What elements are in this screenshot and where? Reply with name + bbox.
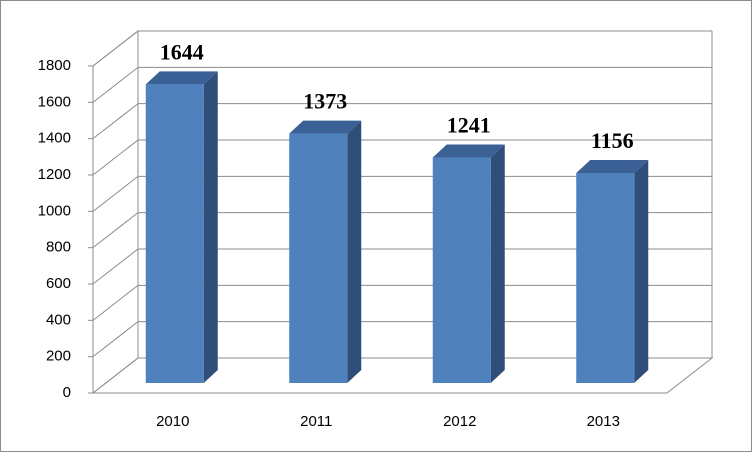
bar-side bbox=[203, 71, 218, 383]
y-tick-label: 400 bbox=[46, 311, 71, 328]
y-tick-label: 0 bbox=[63, 384, 71, 401]
value-label: 1156 bbox=[591, 128, 634, 153]
y-tick-label: 1200 bbox=[38, 166, 71, 183]
grid-line bbox=[92, 321, 712, 358]
bar-top bbox=[576, 159, 649, 173]
y-tick-label: 200 bbox=[46, 348, 71, 365]
bar-side bbox=[347, 120, 362, 384]
grid-line bbox=[92, 212, 712, 249]
grid-line bbox=[92, 357, 712, 394]
grid-line bbox=[92, 139, 712, 176]
bar bbox=[145, 84, 204, 383]
bar-side bbox=[634, 159, 649, 383]
value-label: 1644 bbox=[160, 39, 204, 64]
y-tick-label: 1600 bbox=[38, 93, 71, 110]
grid-line bbox=[92, 66, 712, 103]
grid-line bbox=[92, 103, 712, 140]
x-tick-label: 2012 bbox=[443, 413, 476, 430]
bar bbox=[576, 172, 635, 383]
y-tick-label: 1800 bbox=[38, 57, 71, 74]
value-label: 1241 bbox=[447, 113, 491, 138]
x-tick-label: 2013 bbox=[587, 413, 620, 430]
x-tick-label: 2010 bbox=[156, 413, 189, 430]
x-tick-label: 2011 bbox=[300, 413, 332, 430]
bar-top bbox=[432, 144, 505, 158]
grid-line bbox=[92, 284, 712, 321]
value-label: 1373 bbox=[303, 89, 347, 114]
bar bbox=[289, 133, 348, 383]
y-tick-label: 1400 bbox=[38, 130, 71, 147]
bar-side bbox=[490, 144, 505, 383]
grid-line bbox=[92, 248, 712, 285]
grid-line bbox=[92, 30, 712, 67]
y-tick-label: 800 bbox=[46, 239, 71, 256]
bar bbox=[432, 157, 491, 383]
bar-top bbox=[289, 120, 362, 134]
grid-line bbox=[92, 175, 712, 212]
bar-top bbox=[145, 71, 218, 85]
y-tick-label: 600 bbox=[46, 275, 71, 292]
y-tick-label: 1000 bbox=[38, 202, 71, 219]
